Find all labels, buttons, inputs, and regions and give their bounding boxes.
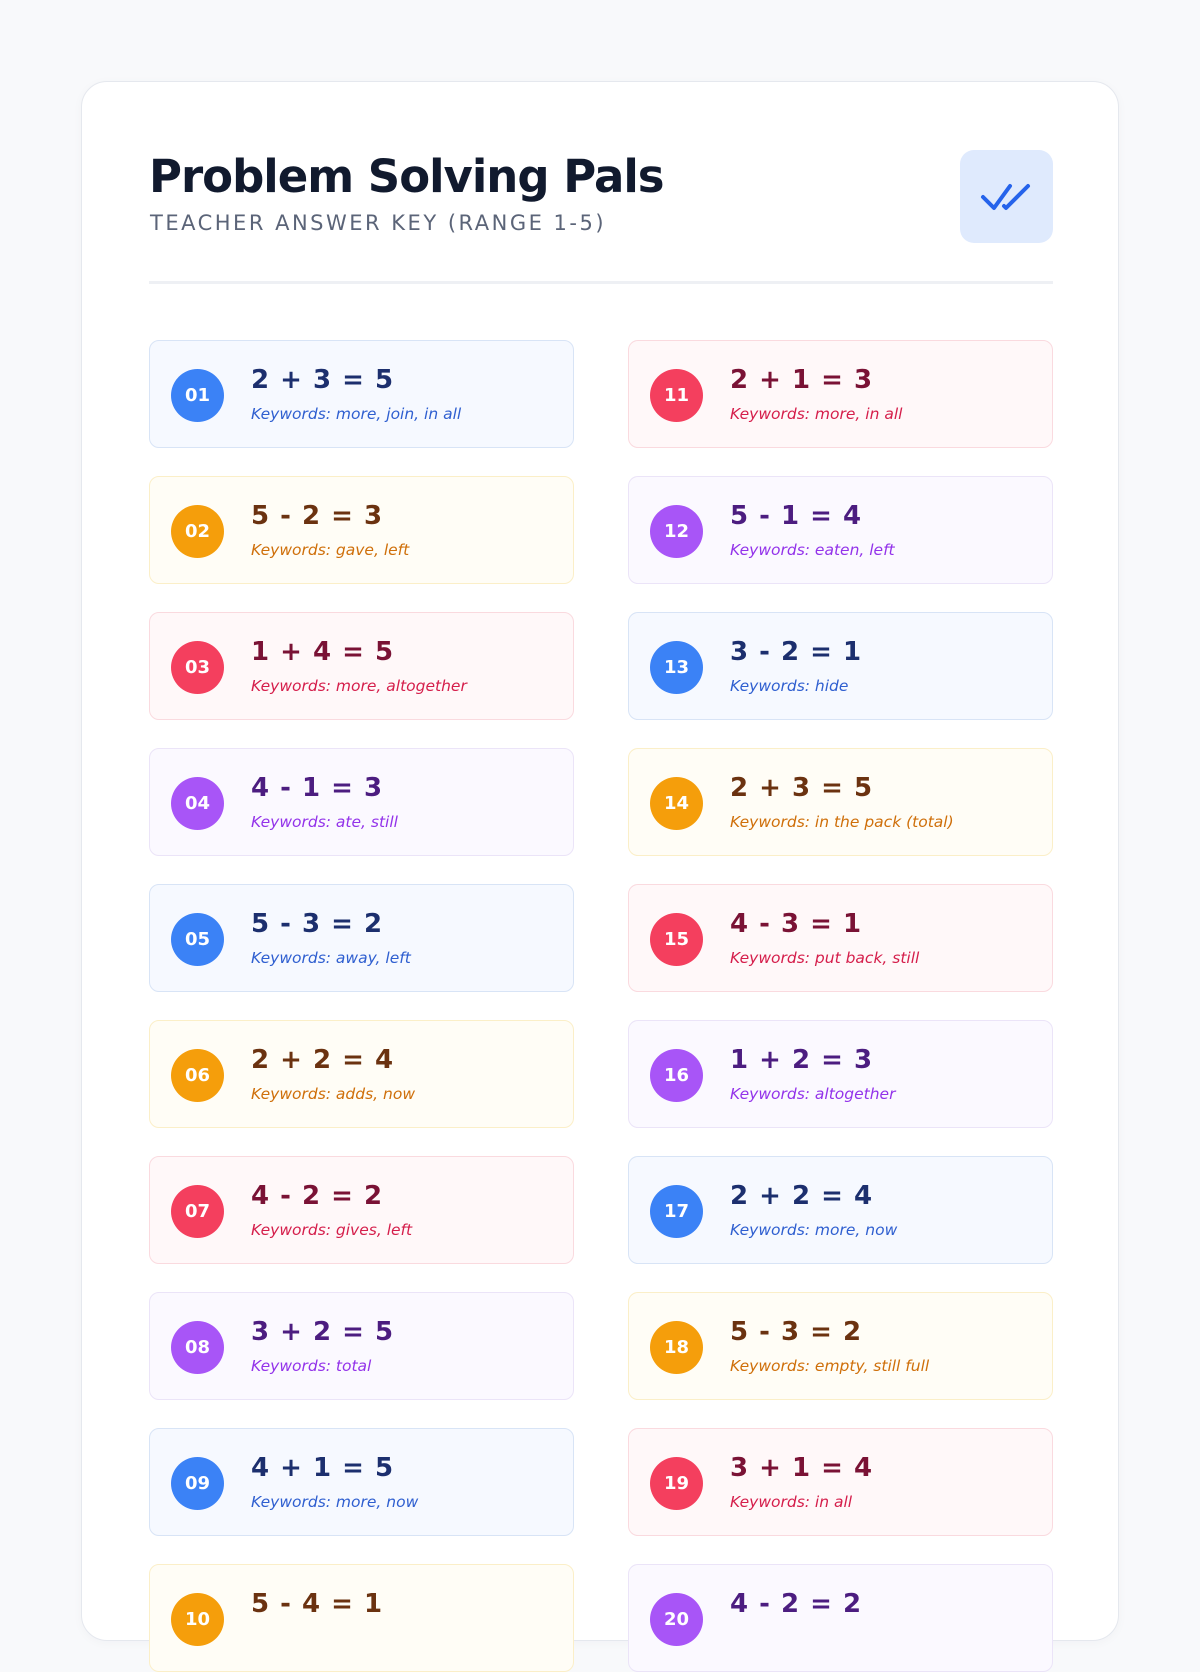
page-subtitle: TEACHER ANSWER KEY (RANGE 1-5) xyxy=(150,211,607,235)
problem-number-badge: 05 xyxy=(171,913,224,966)
problem-number-badge: 16 xyxy=(650,1049,703,1102)
problem-keywords: Keywords: in all xyxy=(730,1493,853,1511)
problem-keywords: Keywords: gives, left xyxy=(251,1221,413,1239)
problem-equation: 4 - 2 = 2 xyxy=(730,1589,863,1619)
problem-keywords: Keywords: more, altogether xyxy=(251,677,467,695)
header: Problem Solving Pals TEACHER ANSWER KEY … xyxy=(149,147,1053,267)
problem-number-badge: 10 xyxy=(171,1593,224,1646)
problem-keywords: Keywords: gave, left xyxy=(251,541,410,559)
problem-equation: 5 - 2 = 3 xyxy=(251,501,384,531)
problem-card: 09 4 + 1 = 5 Keywords: more, now xyxy=(149,1428,574,1536)
problem-card: 12 5 - 1 = 4 Keywords: eaten, left xyxy=(628,476,1053,584)
problem-keywords: Keywords: eaten, left xyxy=(730,541,895,559)
problem-equation: 2 + 3 = 5 xyxy=(251,365,395,395)
problem-card: 01 2 + 3 = 5 Keywords: more, join, in all xyxy=(149,340,574,448)
problem-card: 14 2 + 3 = 5 Keywords: in the pack (total) xyxy=(628,748,1053,856)
problem-keywords: Keywords: hide xyxy=(730,677,849,695)
problem-number-badge: 17 xyxy=(650,1185,703,1238)
problem-number-badge: 15 xyxy=(650,913,703,966)
problem-keywords: Keywords: adds, now xyxy=(251,1085,416,1103)
problem-card: 11 2 + 1 = 3 Keywords: more, in all xyxy=(628,340,1053,448)
problem-keywords: Keywords: more, now xyxy=(251,1493,419,1511)
problem-equation: 1 + 4 = 5 xyxy=(251,637,395,667)
problem-number-badge: 14 xyxy=(650,777,703,830)
problem-equation: 5 - 3 = 2 xyxy=(251,909,384,939)
problem-number-badge: 02 xyxy=(171,505,224,558)
problem-grid: 01 2 + 3 = 5 Keywords: more, join, in all 1… xyxy=(149,340,1053,1672)
problem-number-badge: 08 xyxy=(171,1321,224,1374)
problem-keywords: Keywords: away, left xyxy=(251,949,411,967)
problem-keywords: Keywords: more, join, in all xyxy=(251,405,462,423)
problem-keywords: Keywords: more, now xyxy=(730,1221,898,1239)
problem-number-badge: 13 xyxy=(650,641,703,694)
problem-card: 10 5 - 4 = 1 xyxy=(149,1564,574,1672)
problem-number-badge: 20 xyxy=(650,1593,703,1646)
problem-card: 02 5 - 2 = 3 Keywords: gave, left xyxy=(149,476,574,584)
problem-card: 07 4 - 2 = 2 Keywords: gives, left xyxy=(149,1156,574,1264)
problem-number-badge: 03 xyxy=(171,641,224,694)
problem-card: 16 1 + 2 = 3 Keywords: altogether xyxy=(628,1020,1053,1128)
problem-number-badge: 06 xyxy=(171,1049,224,1102)
problem-card: 06 2 + 2 = 4 Keywords: adds, now xyxy=(149,1020,574,1128)
check-badge xyxy=(960,150,1053,243)
problem-equation: 2 + 2 = 4 xyxy=(730,1181,874,1211)
problem-keywords: Keywords: in the pack (total) xyxy=(730,813,954,831)
problem-equation: 2 + 1 = 3 xyxy=(730,365,874,395)
double-check-icon xyxy=(981,184,1030,210)
problem-equation: 2 + 2 = 4 xyxy=(251,1045,395,1075)
problem-equation: 2 + 3 = 5 xyxy=(730,773,874,803)
problem-number-badge: 11 xyxy=(650,369,703,422)
answer-key-card: Problem Solving Pals TEACHER ANSWER KEY … xyxy=(81,81,1119,1672)
problem-keywords: Keywords: more, in all xyxy=(730,405,903,423)
problem-equation: 3 - 2 = 1 xyxy=(730,637,863,667)
problem-number-badge: 09 xyxy=(171,1457,224,1510)
problem-equation: 4 - 1 = 3 xyxy=(251,773,384,803)
problem-card: 13 3 - 2 = 1 Keywords: hide xyxy=(628,612,1053,720)
problem-card: 15 4 - 3 = 1 Keywords: put back, still xyxy=(628,884,1053,992)
problem-number-badge: 07 xyxy=(171,1185,224,1238)
problem-card: 20 4 - 2 = 2 xyxy=(628,1564,1053,1672)
problem-equation: 5 - 1 = 4 xyxy=(730,501,863,531)
page-title: Problem Solving Pals xyxy=(149,150,665,203)
problem-card: 04 4 - 1 = 3 Keywords: ate, still xyxy=(149,748,574,856)
problem-card: 17 2 + 2 = 4 Keywords: more, now xyxy=(628,1156,1053,1264)
problem-keywords: Keywords: total xyxy=(251,1357,372,1375)
problem-card: 19 3 + 1 = 4 Keywords: in all xyxy=(628,1428,1053,1536)
problem-card: 08 3 + 2 = 5 Keywords: total xyxy=(149,1292,574,1400)
problem-equation: 4 - 3 = 1 xyxy=(730,909,863,939)
problem-card: 03 1 + 4 = 5 Keywords: more, altogether xyxy=(149,612,574,720)
problem-card: 05 5 - 3 = 2 Keywords: away, left xyxy=(149,884,574,992)
problem-equation: 4 - 2 = 2 xyxy=(251,1181,384,1211)
problem-equation: 3 + 2 = 5 xyxy=(251,1317,395,1347)
problem-equation: 1 + 2 = 3 xyxy=(730,1045,874,1075)
problem-equation: 5 - 4 = 1 xyxy=(251,1589,384,1619)
problem-keywords: Keywords: empty, still full xyxy=(730,1357,930,1375)
problem-equation: 4 + 1 = 5 xyxy=(251,1453,395,1483)
problem-number-badge: 01 xyxy=(171,369,224,422)
problem-keywords: Keywords: altogether xyxy=(730,1085,896,1103)
problem-number-badge: 04 xyxy=(171,777,224,830)
problem-number-badge: 19 xyxy=(650,1457,703,1510)
header-divider xyxy=(149,281,1053,284)
problem-card: 18 5 - 3 = 2 Keywords: empty, still full xyxy=(628,1292,1053,1400)
problem-number-badge: 18 xyxy=(650,1321,703,1374)
problem-equation: 5 - 3 = 2 xyxy=(730,1317,863,1347)
problem-keywords: Keywords: put back, still xyxy=(730,949,920,967)
problem-keywords: Keywords: ate, still xyxy=(251,813,398,831)
problem-equation: 3 + 1 = 4 xyxy=(730,1453,874,1483)
problem-number-badge: 12 xyxy=(650,505,703,558)
